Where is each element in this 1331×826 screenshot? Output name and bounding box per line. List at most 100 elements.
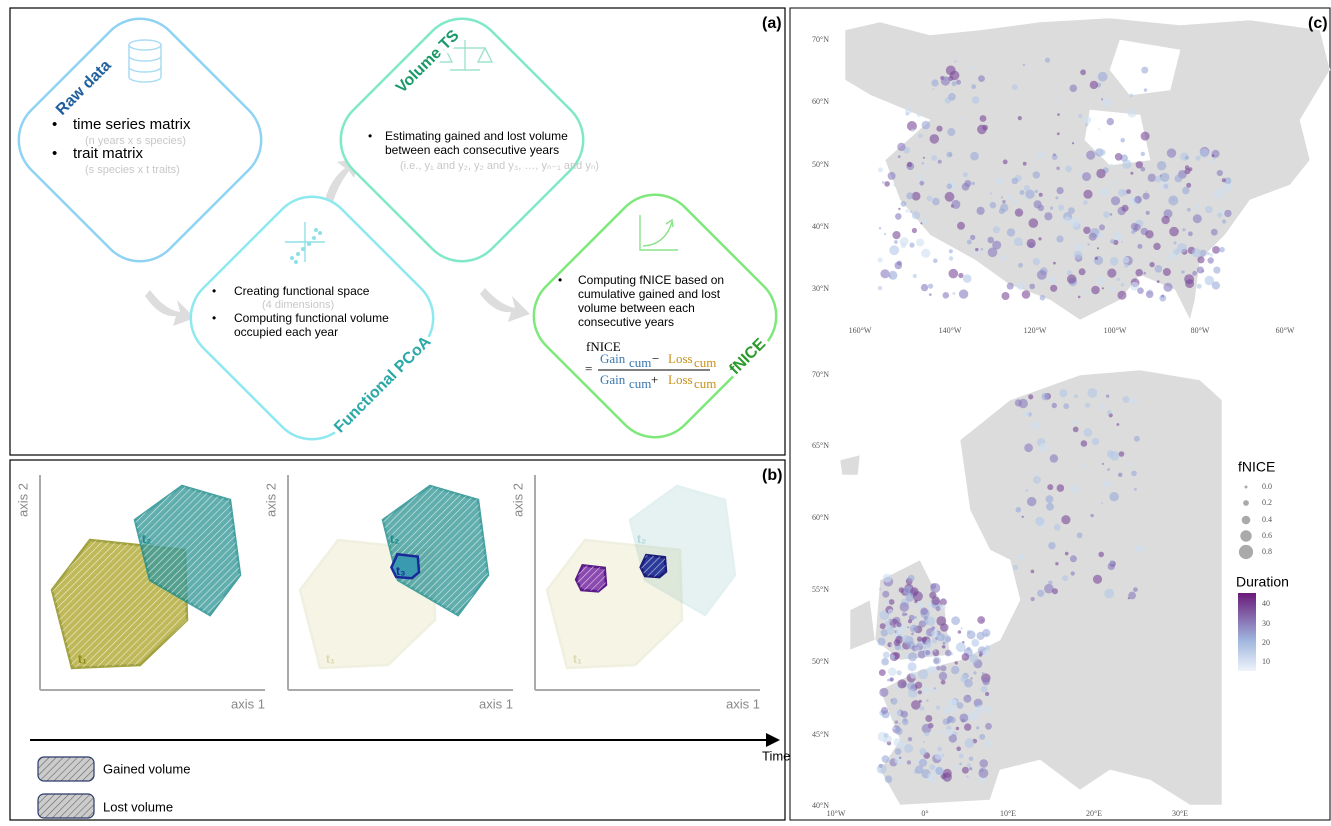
site-dot: [947, 128, 956, 136]
site-dot: [894, 720, 899, 724]
lat-label: 30°N: [812, 284, 829, 293]
site-dot: [1186, 207, 1191, 212]
site-dot: [906, 192, 914, 200]
site-dot: [1209, 253, 1214, 257]
site-dot: [1026, 238, 1036, 248]
site-dot: [964, 738, 975, 748]
site-dot: [917, 650, 926, 659]
site-dot: [901, 648, 904, 651]
site-dot: [966, 646, 971, 651]
site-dot: [1051, 167, 1055, 170]
site-dot: [963, 694, 972, 703]
site-dot: [932, 656, 942, 665]
axis-title: axis 1: [479, 696, 513, 711]
site-dot: [896, 670, 902, 676]
site-dot: [900, 710, 909, 718]
axis-title: axis 2: [263, 483, 278, 517]
item-note: (4 dimensions): [262, 299, 334, 311]
site-dot: [959, 762, 962, 766]
time-label: t₃: [396, 564, 406, 578]
color-label: 40: [1262, 599, 1270, 608]
site-dot: [1072, 426, 1079, 433]
site-dot: [1173, 241, 1177, 245]
site-dot: [1048, 276, 1057, 284]
site-dot: [984, 645, 991, 651]
site-dot: [1076, 532, 1083, 539]
site-dot: [969, 767, 973, 771]
volume-polygon: [390, 552, 421, 580]
site-dot: [896, 260, 902, 266]
site-dot: [1173, 249, 1176, 252]
site-dot: [1156, 280, 1160, 283]
lat-label: 50°N: [812, 160, 829, 169]
site-dot: [951, 616, 960, 625]
site-dot: [1036, 151, 1044, 159]
site-dot: [1195, 155, 1201, 161]
site-dot: [949, 716, 956, 724]
axis-title: axis 2: [15, 483, 30, 517]
site-dot: [1133, 587, 1138, 592]
site-dot: [928, 283, 934, 289]
flow-arrows: [145, 158, 530, 326]
site-dot: [960, 627, 963, 630]
bullet: •: [52, 145, 57, 162]
site-dot: [1012, 564, 1019, 571]
site-dot: [1107, 468, 1111, 471]
text-line: cumulative gained and lost: [578, 287, 721, 301]
site-dot: [1098, 551, 1104, 558]
site-dot: [1032, 171, 1041, 179]
site-dot: [1184, 155, 1189, 160]
site-dot: [1109, 213, 1113, 216]
time-label: t₂: [142, 532, 151, 546]
site-dot: [1122, 395, 1130, 403]
site-dot: [907, 737, 913, 742]
site-dot: [1084, 464, 1088, 469]
site-dot: [1154, 265, 1163, 273]
site-dot: [1224, 209, 1232, 218]
lon-label: 60°W: [1276, 326, 1295, 335]
panel-label: (c): [1308, 15, 1328, 32]
site-dot: [935, 705, 941, 710]
site-dot: [1074, 238, 1077, 241]
site-dot: [896, 622, 902, 628]
gain: Gain: [600, 351, 626, 366]
time-label: t₁: [326, 652, 335, 666]
size-label: 0.0: [1262, 482, 1272, 491]
site-dot: [1041, 392, 1050, 401]
site-dot: [1073, 250, 1083, 260]
site-dot: [1118, 472, 1123, 477]
site-dot: [1050, 206, 1054, 210]
site-dot: [949, 70, 960, 81]
site-dot: [915, 765, 924, 774]
site-dot: [946, 183, 953, 190]
lat-label: 55°N: [812, 585, 829, 594]
site-dot: [1096, 247, 1100, 250]
site-dot: [1174, 174, 1183, 183]
site-dot: [1101, 287, 1104, 290]
site-dot: [995, 177, 1003, 185]
site-dot: [1021, 290, 1031, 299]
site-dot: [948, 734, 957, 743]
lat-label: 70°N: [812, 35, 829, 44]
site-dot: [964, 678, 973, 688]
site-dot: [976, 726, 980, 730]
site-dot: [925, 616, 936, 626]
site-dot: [1085, 123, 1089, 127]
site-dot: [1048, 542, 1056, 550]
site-dot: [918, 669, 929, 680]
text-line: Computing functional volume: [234, 311, 389, 325]
site-dot: [935, 766, 944, 775]
site-dot: [905, 209, 909, 213]
site-dot: [899, 602, 909, 612]
volume-ts-box: [339, 17, 585, 263]
pcoa-icon: [285, 222, 325, 265]
site-dot: [907, 574, 915, 582]
site-dot: [1181, 270, 1185, 274]
site-dot: [1113, 232, 1123, 242]
site-dot: [920, 283, 929, 292]
legend-label: Gained volume: [103, 761, 190, 776]
time-label: t₁: [78, 652, 87, 666]
site-dot: [1115, 179, 1118, 182]
site-dot: [1082, 172, 1091, 182]
